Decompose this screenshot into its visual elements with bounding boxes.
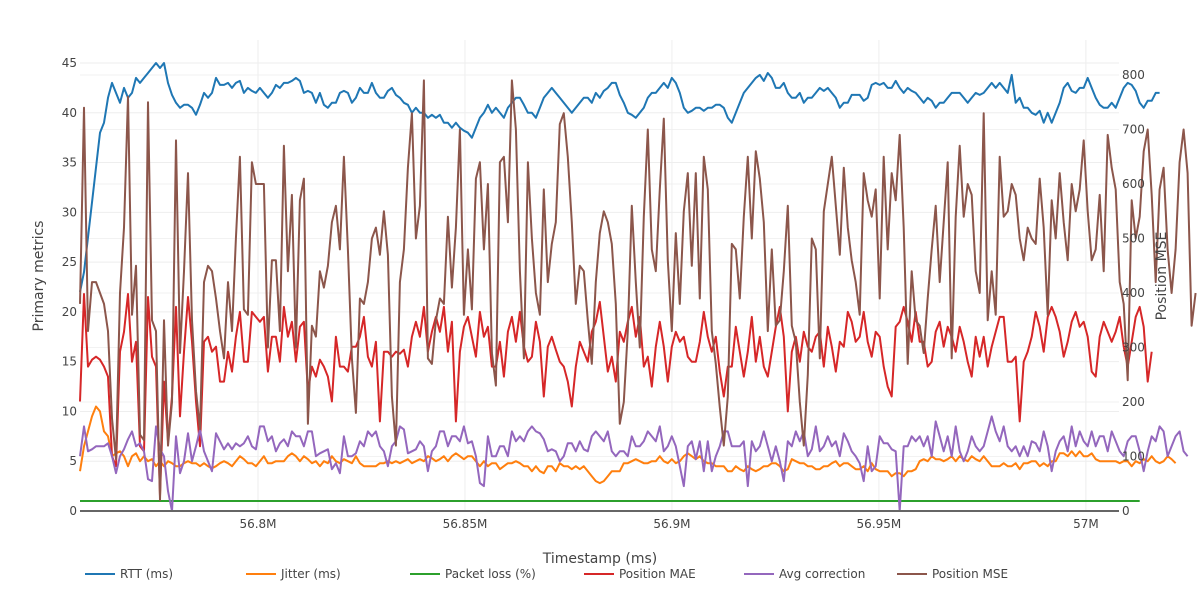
- y2-tick-label: 800: [1122, 68, 1145, 82]
- y-tick-label: 15: [62, 355, 77, 369]
- y-tick-label: 35: [62, 156, 77, 170]
- y-axis-title: Primary metrics: [31, 221, 47, 332]
- legend: RTT (ms) Jitter (ms) Packet loss (%) Positi…: [85, 567, 1008, 581]
- y-tick-label: 5: [69, 454, 77, 468]
- legend-item-packet-loss: Packet loss (%): [445, 567, 536, 581]
- y-tick-label: 25: [62, 255, 77, 269]
- y2-tick-label: 400: [1122, 286, 1145, 300]
- legend-item-jitter-ms: Jitter (ms): [280, 567, 341, 581]
- y2-tick-label: 600: [1122, 177, 1145, 191]
- series-line-jitter-ms: [79, 405, 1177, 485]
- series-line-rtt-ms: [79, 62, 1160, 293]
- series-line-position-mae: [79, 293, 1153, 498]
- series-line-avg-correction: [79, 415, 1189, 512]
- y2-axis-title: Position MSE: [1154, 232, 1170, 321]
- legend-item-position-mse: Position MSE: [932, 567, 1008, 581]
- gridlines: [80, 40, 1119, 511]
- y-tick-label: 10: [62, 404, 77, 418]
- y2-tick-label: 500: [1122, 232, 1145, 246]
- y2-tick-label: 300: [1122, 341, 1145, 355]
- axes: 0 5 10 15 20 25 30 35 40 45 0 100 200 300 400 500 600 700…: [62, 56, 1145, 531]
- y2-tick-label: 100: [1122, 450, 1145, 464]
- legend-item-avg-correction: Avg correction: [779, 567, 865, 581]
- legend-item-position-mae: Position MAE: [619, 567, 696, 581]
- legend-item-rtt-ms: RTT (ms): [120, 567, 173, 581]
- y2-tick-label: 200: [1122, 395, 1145, 409]
- x-tick-label: 56.9M: [653, 517, 690, 531]
- series-lines: [79, 62, 1197, 512]
- y-tick-label: 40: [62, 106, 77, 120]
- x-tick-label: 57M: [1073, 517, 1099, 531]
- x-tick-label: 56.95M: [857, 517, 902, 531]
- x-tick-label: 56.85M: [443, 517, 488, 531]
- x-tick-label: 56.8M: [239, 517, 276, 531]
- y-tick-label: 20: [62, 305, 77, 319]
- y2-tick-label: 0: [1122, 504, 1130, 518]
- x-axis-title: Timestamp (ms): [542, 551, 657, 567]
- y-tick-label: 0: [69, 504, 77, 518]
- y-tick-label: 30: [62, 205, 77, 219]
- series-line-position-mse: [79, 79, 1197, 502]
- y2-tick-label: 700: [1122, 123, 1145, 137]
- y-tick-label: 45: [62, 56, 77, 70]
